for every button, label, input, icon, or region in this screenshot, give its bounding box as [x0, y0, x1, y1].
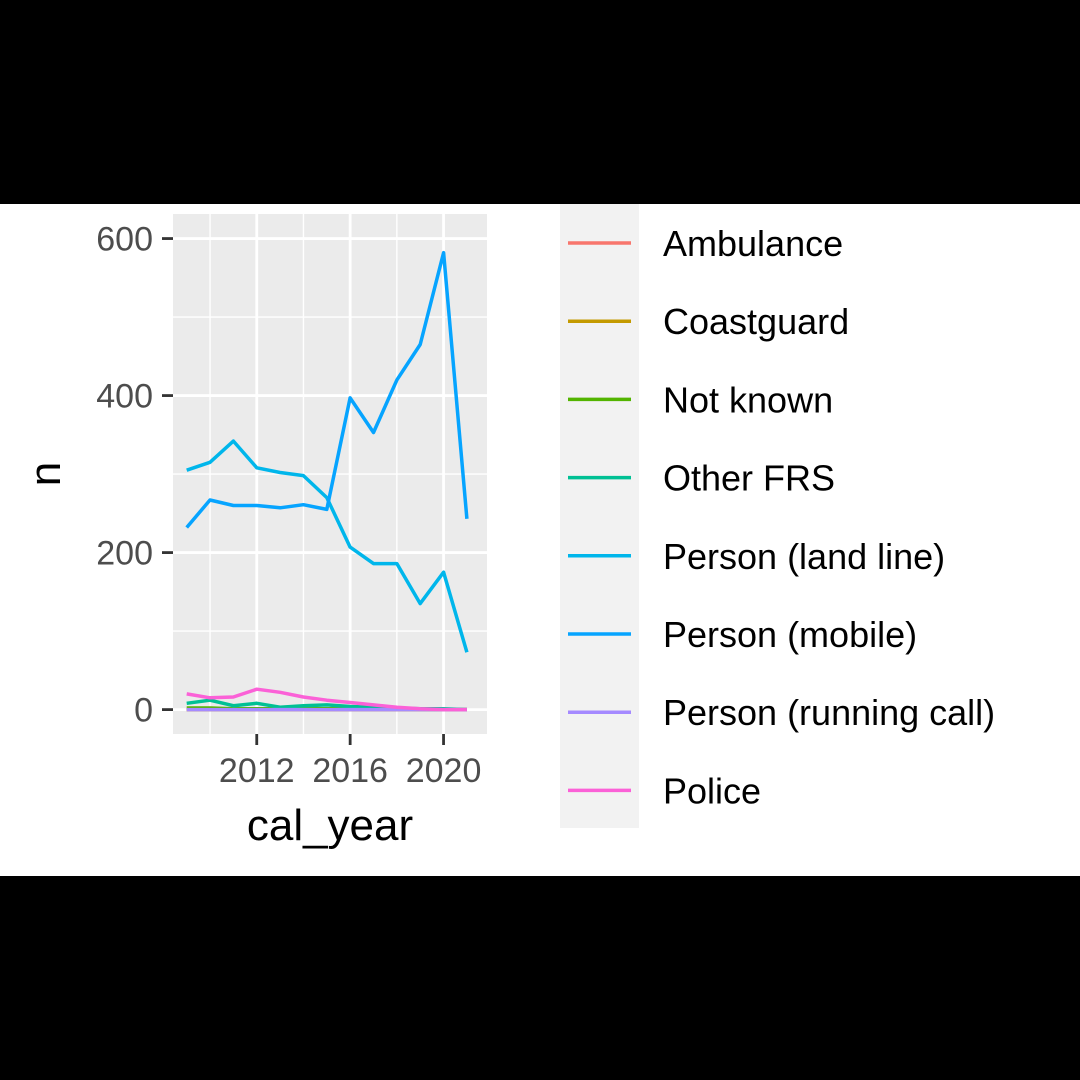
- legend-label-person-mobile: Person (mobile): [663, 614, 917, 655]
- series-line-police: [186, 687, 467, 712]
- legend-label-ambulance: Ambulance: [663, 223, 843, 264]
- legend-key-background: [560, 204, 639, 828]
- legend: Ambulance Coastguard Not known Other FRS Per…: [568, 223, 995, 811]
- y-axis-ticks: 0 200 400 600: [96, 221, 173, 730]
- series-line-person-land-line: [186, 439, 469, 653]
- legend-label-person-land-line: Person (land line): [663, 536, 945, 577]
- x-axis-title: cal_year: [247, 801, 413, 850]
- series-lines: [185, 250, 469, 712]
- x-tick-label: 2012: [219, 752, 295, 790]
- bottom-letterbox: [0, 876, 1080, 1080]
- legend-label-police: Police: [663, 770, 761, 811]
- grid-minor: [173, 214, 487, 734]
- y-axis-title: n: [21, 462, 70, 486]
- y-tick-label: 400: [96, 378, 153, 416]
- x-axis-ticks: 2012 2016 2020: [219, 734, 481, 790]
- legend-label-other-frs: Other FRS: [663, 458, 835, 499]
- y-tick-label: 0: [134, 692, 153, 730]
- y-tick-label: 600: [96, 221, 153, 259]
- y-tick-label: 200: [96, 535, 153, 573]
- top-letterbox: [0, 0, 1080, 204]
- legend-label-person-running-call: Person (running call): [663, 692, 995, 733]
- x-tick-label: 2020: [406, 752, 482, 790]
- series-line-person-mobile: [185, 250, 469, 529]
- legend-label-not-known: Not known: [663, 379, 833, 420]
- x-tick-label: 2016: [312, 752, 388, 790]
- legend-label-coastguard: Coastguard: [663, 301, 849, 342]
